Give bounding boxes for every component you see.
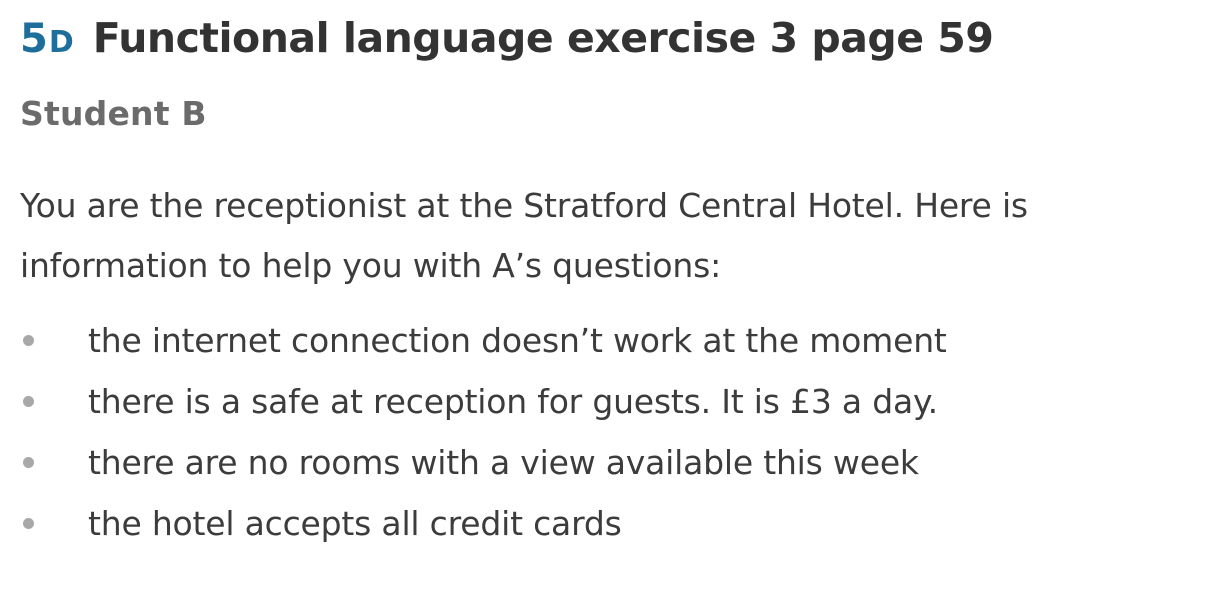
exercise-card: 5D Functional language exercise 3 page 5… (20, 14, 1200, 554)
list-item-text: the internet connection doesn’t work at … (88, 321, 947, 360)
bullet-icon (23, 518, 34, 529)
bullet-icon (23, 335, 34, 346)
bullet-icon (23, 396, 34, 407)
list-item: there is a safe at reception for guests.… (20, 371, 1200, 432)
list-item-text: the hotel accepts all credit cards (88, 504, 622, 543)
exercise-title: Functional language exercise 3 page 59 (92, 14, 994, 62)
list-item: there are no rooms with a view available… (20, 432, 1200, 493)
exercise-heading: 5D Functional language exercise 3 page 5… (20, 14, 1200, 90)
info-list: the internet connection doesn’t work at … (20, 310, 1200, 554)
list-item-text: there is a safe at reception for guests.… (88, 382, 938, 421)
unit-letter: D (48, 25, 75, 60)
unit-number: 5 (20, 16, 49, 62)
list-item: the internet connection doesn’t work at … (20, 310, 1200, 371)
list-item: the hotel accepts all credit cards (20, 493, 1200, 554)
list-item-text: there are no rooms with a view available… (88, 443, 919, 482)
bullet-icon (23, 457, 34, 468)
student-label: Student B (20, 94, 207, 133)
unit-label: 5D (20, 16, 75, 62)
intro-paragraph: You are the receptionist at the Stratfor… (20, 186, 1028, 285)
